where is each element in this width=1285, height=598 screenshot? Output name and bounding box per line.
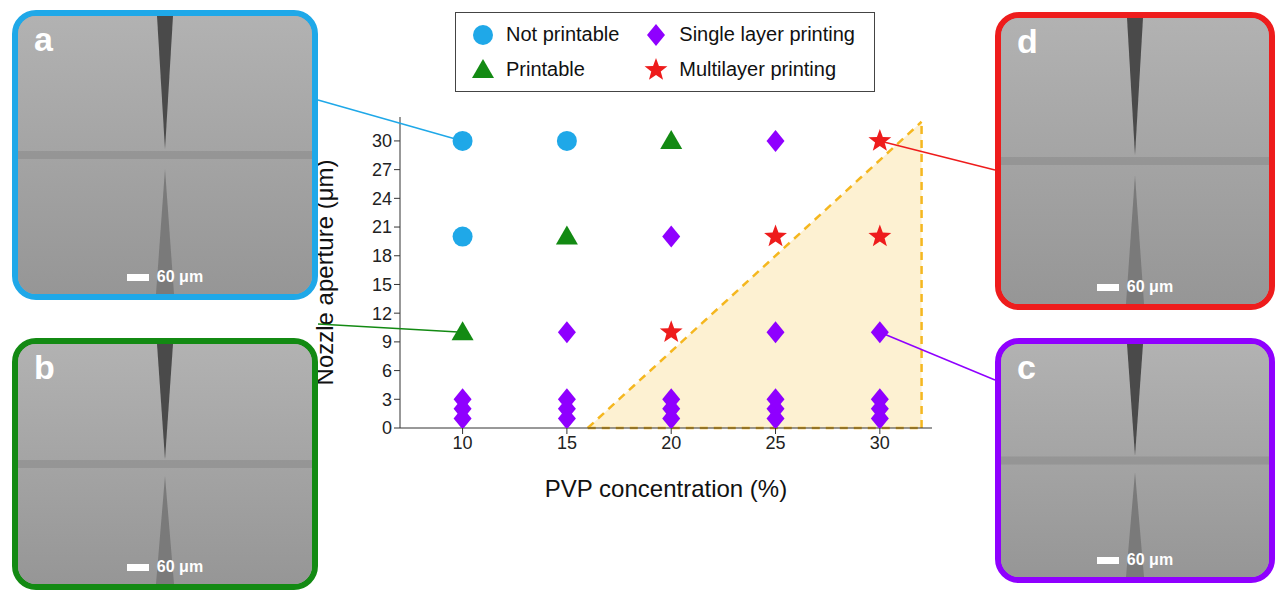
svg-text:15: 15 [557,433,577,453]
svg-text:27: 27 [372,160,392,180]
svg-text:15: 15 [372,275,392,295]
html-text:60 μm: 60 μm [156,268,204,285]
html-text:a: a [34,20,53,58]
svg-text:24: 24 [372,189,392,209]
html-text:Not printable: Not printable [506,23,620,45]
svg-text:3: 3 [382,390,392,410]
svg-text:30: 30 [372,131,392,151]
html-text:Single layer printing: Single layer printing [679,23,855,45]
svg-text:12: 12 [372,304,392,324]
html-text:60 μm: 60 μm [156,558,204,575]
html-text:d: d [1017,22,1038,60]
html-text:Printable: Printable [506,58,585,80]
html-text:60 μm: 60 μm [1126,278,1174,295]
svg-text:Nozzle aperture (μm): Nozzle aperture (μm) [310,159,338,386]
html-text:Multilayer printing: Multilayer printing [679,58,837,80]
html-text:60 μm: 60 μm [1126,551,1174,568]
svg-text:PVP concentration (%): PVP concentration (%) [545,475,787,502]
html-text:c: c [1017,348,1036,386]
html-text:b: b [34,348,55,386]
svg-text:9: 9 [382,332,392,352]
svg-text:0: 0 [382,418,392,438]
svg-text:20: 20 [661,433,681,453]
svg-text:10: 10 [453,433,473,453]
svg-text:6: 6 [382,361,392,381]
svg-text:25: 25 [766,433,786,453]
svg-text:21: 21 [372,217,392,237]
svg-text:30: 30 [870,433,890,453]
svg-text:18: 18 [372,246,392,266]
